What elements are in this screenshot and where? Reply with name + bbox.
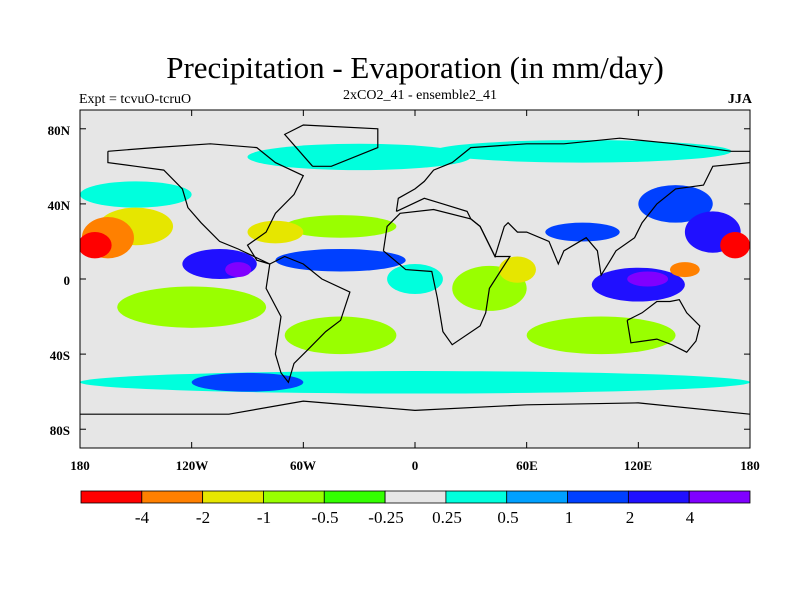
field-region — [80, 232, 112, 259]
field-region — [284, 215, 397, 238]
x-tick-label: 180 — [740, 458, 760, 473]
field-region — [433, 140, 732, 163]
colorbar-swatch — [80, 490, 143, 504]
field-region — [498, 256, 536, 283]
colorbar-label: -4 — [134, 508, 150, 527]
x-tick-label: 60W — [290, 458, 316, 473]
field-region — [545, 222, 620, 242]
field-region — [627, 271, 669, 287]
field-region — [284, 316, 397, 355]
ensemble-label: 2xCO2_41 - ensemble2_41 — [343, 88, 497, 103]
colorbar-label: 0.25 — [432, 508, 462, 527]
colorbar-swatch — [445, 490, 508, 504]
field-region — [720, 232, 750, 259]
colorbar-label: -0.5 — [311, 508, 339, 527]
field-region — [191, 372, 304, 392]
season-label: JJA — [727, 92, 752, 107]
coastline — [626, 299, 701, 353]
colorbar-swatch — [627, 490, 690, 504]
colorbar-label: -2 — [195, 508, 211, 527]
y-tick-label: 80N — [47, 123, 70, 138]
x-tick-label: 180 — [70, 458, 90, 473]
coastline — [107, 143, 305, 265]
field-region — [275, 248, 406, 272]
colorbar-label: 0.5 — [497, 508, 519, 527]
field-layer — [80, 110, 750, 448]
colorbar-swatch — [688, 490, 751, 504]
colorbar-swatch — [567, 490, 629, 504]
y-tick-label: 40S — [49, 348, 70, 363]
y-tick-label: 40N — [47, 198, 70, 213]
y-tick-label: 0 — [63, 273, 71, 288]
colorbar-swatch — [202, 490, 264, 504]
y-tick-label: 80S — [49, 423, 70, 438]
x-tick-label: 60E — [516, 458, 538, 473]
field-region — [117, 286, 267, 328]
colorbar-label: -1 — [256, 508, 272, 527]
x-tick-label: 120W — [175, 458, 209, 473]
coastline — [265, 255, 351, 384]
field-region — [247, 220, 304, 244]
field-region — [225, 262, 252, 278]
x-tick-label: 0 — [411, 458, 419, 473]
colorbar-swatch — [323, 490, 386, 504]
colorbar-label: 4 — [685, 508, 695, 527]
field-region — [80, 371, 750, 394]
field-region — [526, 316, 676, 355]
field-region — [669, 262, 700, 278]
chart-title: Precipitation - Evaporation (in mm/day) — [166, 50, 664, 85]
coastline — [283, 124, 379, 167]
colorbar-swatch — [263, 490, 325, 504]
field-region — [387, 263, 443, 295]
field-region — [247, 143, 471, 171]
coastline — [395, 137, 750, 277]
x-tick-label: 120E — [623, 458, 653, 473]
colorbar-swatch — [141, 490, 204, 504]
colorbar-label: 1 — [564, 508, 574, 527]
experiment-label: Expt = tcvuO-tcruO — [79, 92, 192, 107]
field-region — [638, 185, 713, 223]
field-region — [80, 181, 192, 208]
colorbar-swatch — [384, 490, 447, 504]
colorbar-label: 2 — [625, 508, 635, 527]
colorbar-label: -0.25 — [368, 508, 404, 527]
coastline — [382, 208, 511, 346]
coastline-layer — [80, 124, 750, 415]
coastline — [80, 400, 750, 415]
colorbar-swatch — [506, 490, 568, 504]
